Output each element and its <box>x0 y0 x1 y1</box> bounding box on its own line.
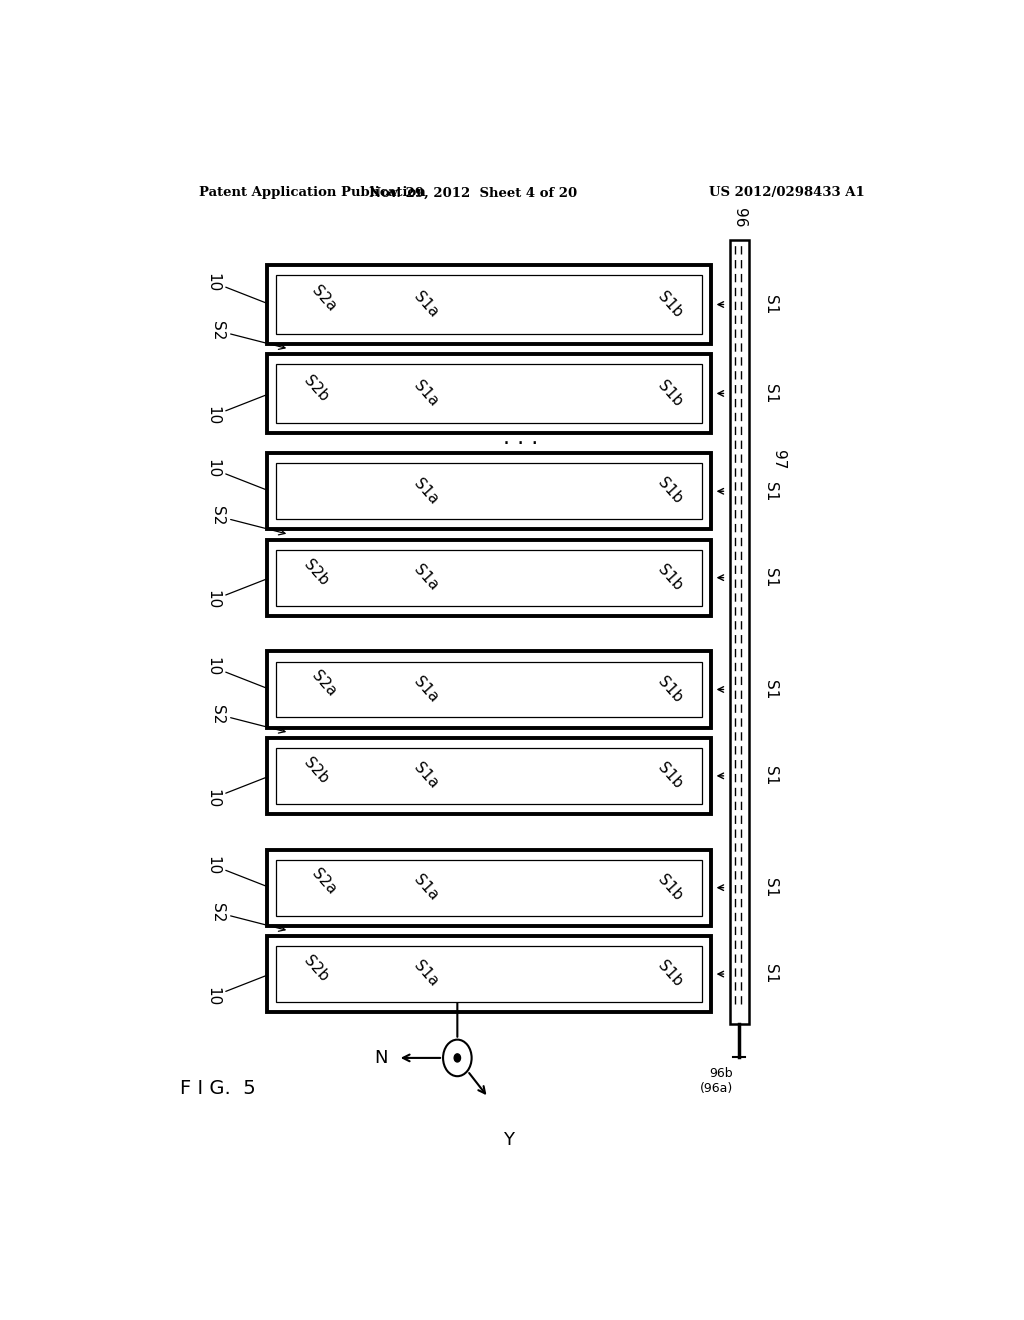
Text: S2b: S2b <box>301 557 332 589</box>
Text: S2b: S2b <box>301 755 332 787</box>
Bar <box>276 276 701 334</box>
Text: S1: S1 <box>763 482 778 502</box>
Text: S1: S1 <box>763 568 778 587</box>
Text: 10: 10 <box>206 657 267 689</box>
Bar <box>276 661 701 718</box>
Text: S1b: S1b <box>654 378 685 409</box>
Text: 10: 10 <box>206 777 267 808</box>
Text: S1b: S1b <box>654 562 685 594</box>
Bar <box>276 364 701 422</box>
Text: Nov. 29, 2012  Sheet 4 of 20: Nov. 29, 2012 Sheet 4 of 20 <box>370 186 578 199</box>
Text: S1b: S1b <box>654 289 685 321</box>
Bar <box>267 540 712 615</box>
Text: S1: S1 <box>763 878 778 898</box>
Text: S1a: S1a <box>411 475 440 507</box>
Text: 10: 10 <box>206 975 267 1006</box>
Bar <box>267 936 712 1012</box>
Text: S1: S1 <box>763 680 778 700</box>
Text: S2: S2 <box>210 507 285 535</box>
Bar <box>729 240 749 1024</box>
Bar <box>276 748 701 804</box>
Text: S1a: S1a <box>411 958 440 990</box>
Text: Y: Y <box>504 1131 514 1150</box>
Text: S2: S2 <box>210 321 285 350</box>
Text: S1b: S1b <box>654 760 685 792</box>
Bar <box>276 463 701 519</box>
Bar <box>276 946 701 1002</box>
Text: S2b: S2b <box>301 953 332 985</box>
Text: Patent Application Publication: Patent Application Publication <box>200 186 426 199</box>
Text: S1a: S1a <box>411 562 440 594</box>
Text: 10: 10 <box>206 578 267 610</box>
Text: S1a: S1a <box>411 760 440 792</box>
Text: S2: S2 <box>210 903 285 932</box>
Text: S2a: S2a <box>309 282 339 314</box>
Text: S2a: S2a <box>309 866 339 898</box>
Bar <box>276 859 701 916</box>
Circle shape <box>455 1053 461 1063</box>
Text: . . .: . . . <box>503 428 539 447</box>
Text: X: X <box>475 968 487 986</box>
Text: N: N <box>374 1049 387 1067</box>
Text: 96b
(96a): 96b (96a) <box>699 1067 733 1096</box>
Text: 10: 10 <box>206 459 267 490</box>
Text: S1a: S1a <box>411 289 440 321</box>
Text: 10: 10 <box>206 855 267 887</box>
Text: 10: 10 <box>206 395 267 425</box>
Bar <box>267 738 712 814</box>
Text: S2: S2 <box>210 705 285 733</box>
Text: S1: S1 <box>763 384 778 403</box>
Bar <box>267 850 712 925</box>
Text: S2b: S2b <box>301 372 332 404</box>
Text: S1b: S1b <box>654 871 685 903</box>
Text: F I G.  5: F I G. 5 <box>179 1078 255 1098</box>
Bar <box>267 354 712 433</box>
Text: S1a: S1a <box>411 873 440 903</box>
Bar <box>267 265 712 345</box>
Text: 97: 97 <box>771 450 785 469</box>
Bar <box>276 549 701 606</box>
Bar <box>267 453 712 529</box>
Text: S1: S1 <box>763 294 778 314</box>
Text: S1b: S1b <box>654 475 685 507</box>
Text: S2a: S2a <box>309 668 339 700</box>
Text: S1: S1 <box>763 965 778 983</box>
Text: 10: 10 <box>206 272 267 304</box>
Text: S1a: S1a <box>411 673 440 705</box>
Text: US 2012/0298433 A1: US 2012/0298433 A1 <box>709 186 864 199</box>
Bar <box>267 651 712 727</box>
Text: S1: S1 <box>763 766 778 785</box>
Text: 96: 96 <box>731 209 746 227</box>
Text: S1a: S1a <box>411 378 440 409</box>
Text: S1b: S1b <box>654 958 685 990</box>
Text: S1b: S1b <box>654 673 685 705</box>
